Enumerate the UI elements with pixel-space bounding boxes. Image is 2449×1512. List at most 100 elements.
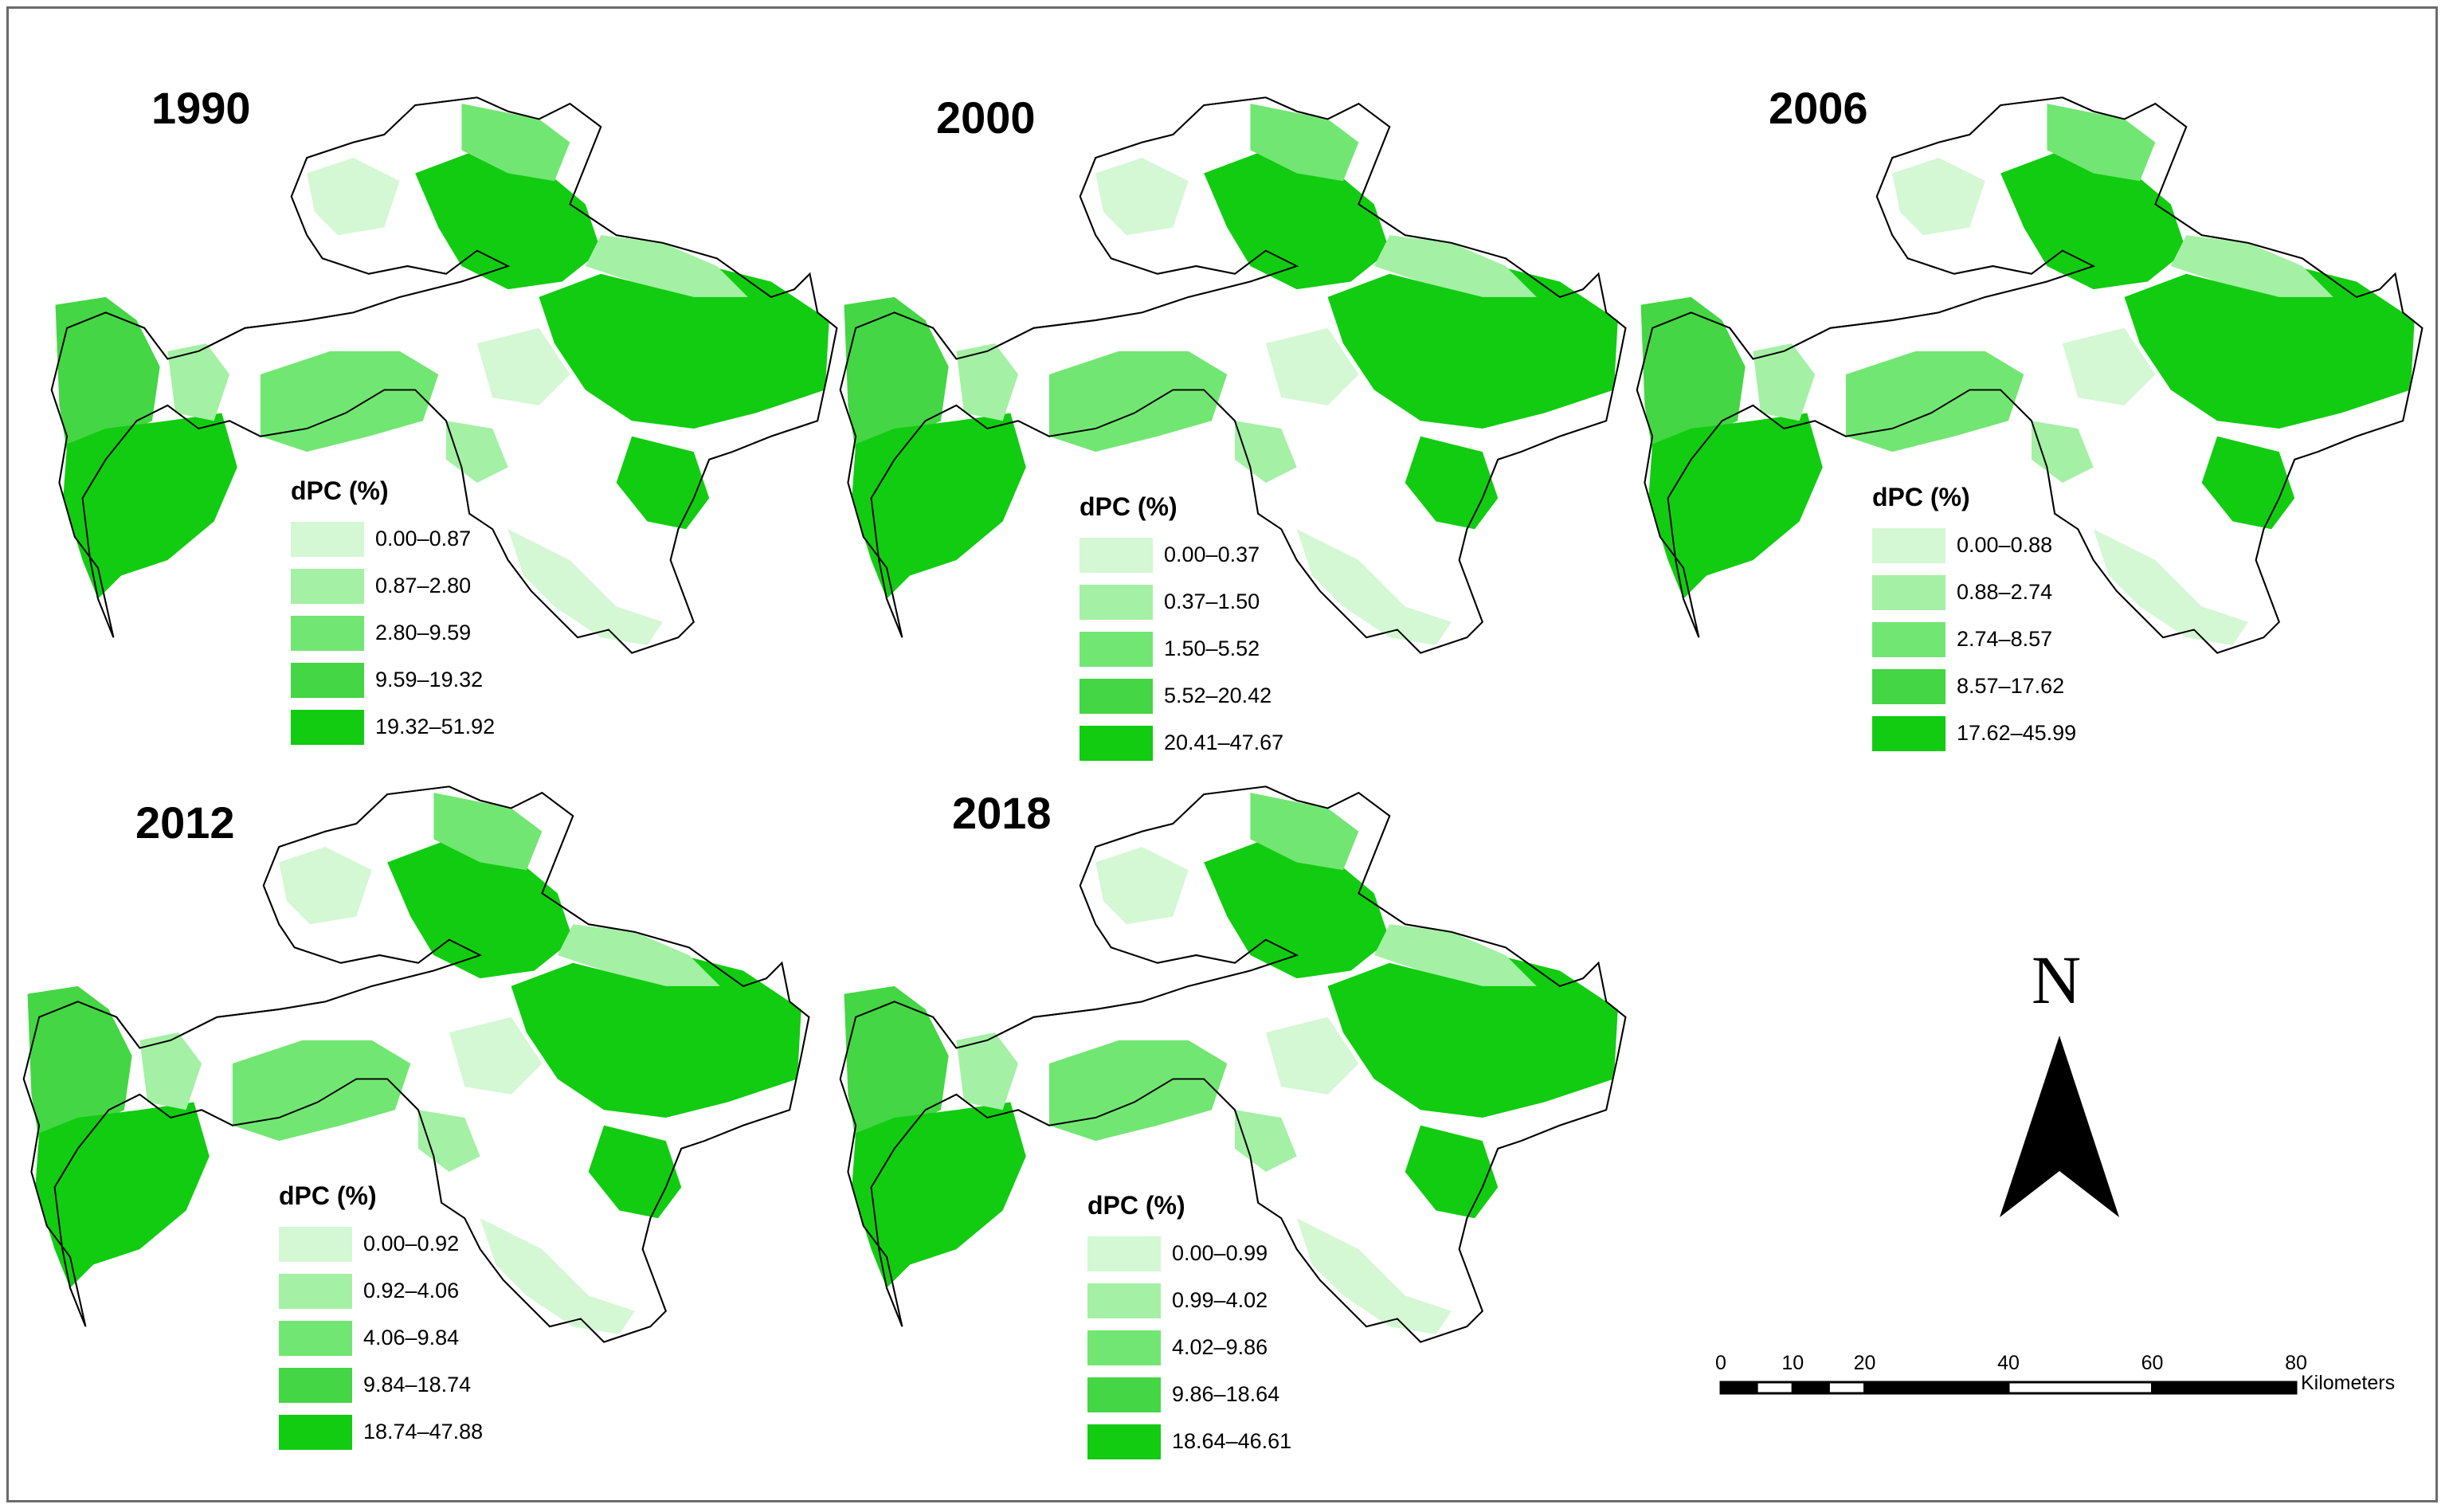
scale-segment: [1719, 1381, 1758, 1395]
forest-patch: [2000, 150, 2187, 290]
legend-title: dPC (%): [1080, 492, 1177, 521]
forest-patch: [1753, 343, 1816, 421]
legend-title: dPC (%): [291, 476, 389, 505]
forest-patch: [55, 296, 160, 460]
legend-label: 20.41–47.67: [1164, 731, 1284, 754]
forest-patch: [476, 327, 570, 405]
legend-item: 0.00–0.87: [291, 515, 495, 562]
forest-patch: [461, 104, 570, 182]
forest-patch: [260, 351, 439, 452]
forest-patch: [844, 296, 949, 460]
year-label: 2006: [1769, 83, 1868, 133]
forest-patch: [1892, 158, 1985, 236]
region-boundary: [839, 785, 1627, 1343]
region-boundary: [22, 785, 810, 1343]
forest-patch: [1265, 1016, 1359, 1095]
legend-label: 4.06–9.84: [363, 1326, 460, 1349]
forest-patch: [2170, 235, 2333, 297]
year-label: 2018: [952, 788, 1052, 838]
forest-patch: [1204, 150, 1390, 290]
forest-patch: [2093, 529, 2248, 645]
scale-tick-label: 80: [2285, 1352, 2307, 1374]
legend-item: 18.64–46.61: [1087, 1418, 1291, 1465]
scale-tick-label: 0: [1715, 1352, 1726, 1374]
legend-swatch: [291, 568, 364, 604]
legend-item: 0.37–1.50: [1080, 578, 1283, 625]
legend-item: 0.92–4.06: [279, 1267, 483, 1314]
scale-segment: [1863, 1381, 2010, 1395]
forest-patch: [557, 924, 720, 986]
legend-swatch: [1872, 715, 1945, 751]
legend-item: 4.02–9.86: [1087, 1324, 1291, 1371]
legend-swatch: [291, 521, 364, 557]
legend-item: 20.41–47.67: [1080, 719, 1283, 766]
legend-swatch: [1080, 678, 1153, 714]
legend-item: 17.62–45.99: [1872, 710, 2076, 757]
legend-label: 9.86–18.64: [1172, 1382, 1280, 1406]
legend-item: 2.80–9.59: [291, 609, 495, 656]
legend-label: 0.00–0.37: [1164, 543, 1260, 566]
forest-patch: [1640, 296, 1746, 460]
forest-patch: [1250, 793, 1359, 871]
legend: dPC (%) 0.00–0.37 0.37–1.50 1.50–5.52 5.52–2…: [1080, 492, 1283, 766]
forest-patch: [956, 1032, 1019, 1110]
forest-patch: [1265, 327, 1359, 405]
year-label: 2012: [135, 797, 235, 848]
legend-item: 19.32–51.92: [291, 703, 495, 750]
legend-item: 0.00–0.37: [1080, 531, 1283, 578]
forest-patch: [1845, 351, 2024, 452]
forest-patch: [139, 1032, 202, 1110]
scale-segment: [2151, 1381, 2298, 1395]
legend-label: 0.00–0.87: [375, 527, 472, 550]
region-map: [839, 96, 1627, 654]
legend-swatch: [1080, 537, 1153, 573]
legend-label: 0.00–0.99: [1172, 1241, 1268, 1265]
forest-patch: [507, 529, 663, 645]
forest-patch: [1095, 158, 1189, 236]
forest-patch: [1405, 436, 1499, 530]
legend-swatch: [1087, 1236, 1161, 1271]
forest-patch: [232, 1040, 411, 1142]
legend-swatch: [279, 1414, 352, 1450]
forest-patch: [1204, 839, 1390, 979]
year-label: 1990: [151, 83, 251, 133]
legend: dPC (%) 0.00–0.87 0.87–2.80 2.80–9.59 9.59–1…: [291, 476, 495, 750]
scale-segment: [2007, 1381, 2153, 1395]
legend-label: 9.84–18.74: [363, 1373, 472, 1396]
legend-item: 0.00–0.92: [279, 1220, 483, 1267]
legend: dPC (%) 0.00–0.88 0.88–2.74 2.74–8.57 8.57–1…: [1872, 483, 2076, 757]
region-boundary: [50, 96, 838, 654]
scale-tick-label: 40: [1997, 1352, 2020, 1374]
legend-swatch: [291, 662, 364, 698]
legend-swatch: [279, 1320, 352, 1356]
legend-label: 2.74–8.57: [1957, 627, 2053, 651]
forest-patch: [1250, 104, 1359, 182]
legend-swatch: [1087, 1283, 1161, 1318]
legend-item: 18.74–47.88: [279, 1408, 483, 1455]
legend-swatch: [1080, 725, 1153, 761]
forest-patch: [415, 150, 601, 290]
scale-segment: [1755, 1381, 1794, 1395]
region-boundary: [1636, 96, 2424, 654]
legend-label: 5.52–20.42: [1164, 684, 1272, 707]
forest-patch: [585, 235, 748, 297]
region-map: [50, 96, 838, 654]
forest-patch: [1327, 955, 1618, 1118]
legend-label: 18.64–46.61: [1172, 1429, 1292, 1453]
legend-swatch: [1087, 1330, 1161, 1365]
legend-swatch: [291, 709, 364, 745]
legend-swatch: [1872, 621, 1945, 657]
forest-patch: [1373, 235, 1537, 297]
forest-patch: [2047, 104, 2156, 182]
legend: dPC (%) 0.00–0.99 0.99–4.02 4.02–9.86 9.86–1…: [1087, 1191, 1291, 1465]
legend-swatch: [1872, 668, 1945, 704]
legend-swatch: [279, 1226, 352, 1262]
forest-patch: [1405, 1125, 1499, 1219]
legend-label: 0.00–0.88: [1957, 533, 2053, 557]
legend-item: 1.50–5.52: [1080, 625, 1283, 672]
legend-swatch: [279, 1273, 352, 1309]
scale-segment: [1827, 1381, 1866, 1395]
legend-title: dPC (%): [1087, 1191, 1185, 1220]
legend-label: 0.00–0.92: [363, 1232, 460, 1255]
region-map: [1636, 96, 2424, 654]
